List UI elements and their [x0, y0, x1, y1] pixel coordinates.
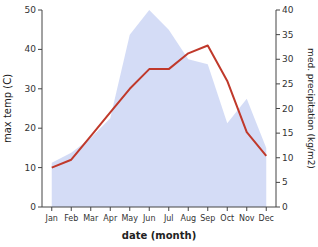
x-tick-label: Mar [83, 214, 99, 223]
plot-area [52, 10, 267, 207]
y-tick-label: 40 [25, 44, 37, 54]
y2-tick-label: 0 [282, 202, 288, 212]
precipitation-area [52, 10, 267, 207]
y2-tick-label: 40 [282, 5, 294, 15]
x-tick-label: Dec [259, 214, 274, 223]
chart: 0 10 20 30 40 50 0 5 10 15 20 25 30 35 40 Jan Feb Mar AprM… [0, 0, 318, 247]
x-axis-line [42, 207, 276, 208]
x-tick-label: Jul [163, 214, 174, 223]
y2-axis-label: med. precipitation (kg/m2) [306, 48, 316, 169]
y-tick-label: 50 [25, 5, 37, 15]
x-tick-label: Oct [220, 214, 234, 223]
y-tick [38, 10, 42, 11]
x-tick [71, 207, 72, 211]
x-tick [90, 207, 91, 211]
y-tick-label: 10 [25, 163, 37, 173]
x-tick [207, 207, 208, 211]
y2-tick [276, 83, 280, 84]
y-tick [38, 49, 42, 50]
y2-tick [276, 59, 280, 60]
y2-tick [276, 182, 280, 183]
temperature-line [52, 45, 267, 167]
y-axis-line [42, 10, 43, 207]
y2-tick-label: 10 [282, 153, 294, 163]
y-tick [38, 167, 42, 168]
y2-tick [276, 133, 280, 134]
x-tick [227, 207, 228, 211]
y-tick-label: 0 [30, 202, 36, 212]
x-axis-label: date (month) [122, 230, 196, 241]
y2-tick [276, 34, 280, 35]
y2-tick-label: 25 [282, 79, 293, 89]
x-tick [51, 207, 52, 211]
y2-tick [276, 10, 280, 11]
y2-tick [276, 108, 280, 109]
y2-tick [276, 157, 280, 158]
y-tick-label: 30 [25, 84, 37, 94]
y2-tick-label: 15 [282, 128, 293, 138]
x-tick-label: Apr [103, 214, 118, 223]
x-tick [188, 207, 189, 211]
y2-tick-label: 30 [282, 54, 294, 64]
x-tick [149, 207, 150, 211]
x-tick-label: Jun [142, 214, 156, 223]
y-tick-label: 20 [25, 123, 37, 133]
x-tick [266, 207, 267, 211]
x-tick [110, 207, 111, 211]
y-axis-label: max temp (C) [2, 74, 13, 143]
y-tick [38, 207, 42, 208]
x-tick [129, 207, 130, 211]
y-tick [38, 88, 42, 89]
y2-tick-label: 35 [282, 30, 293, 40]
x-tick-label: May [121, 214, 138, 223]
x-tick [246, 207, 247, 211]
x-tick [168, 207, 169, 211]
x-tick-label: Jan [45, 214, 58, 223]
y2-tick-label: 20 [282, 104, 294, 114]
x-tick-label: Sep [200, 214, 215, 223]
x-tick-label: Feb [64, 214, 78, 223]
y2-tick-label: 5 [282, 177, 288, 187]
x-tick-label: Aug [180, 214, 196, 223]
y2-tick [276, 207, 280, 208]
y-tick [38, 128, 42, 129]
x-tick-label: Nov [239, 214, 255, 223]
